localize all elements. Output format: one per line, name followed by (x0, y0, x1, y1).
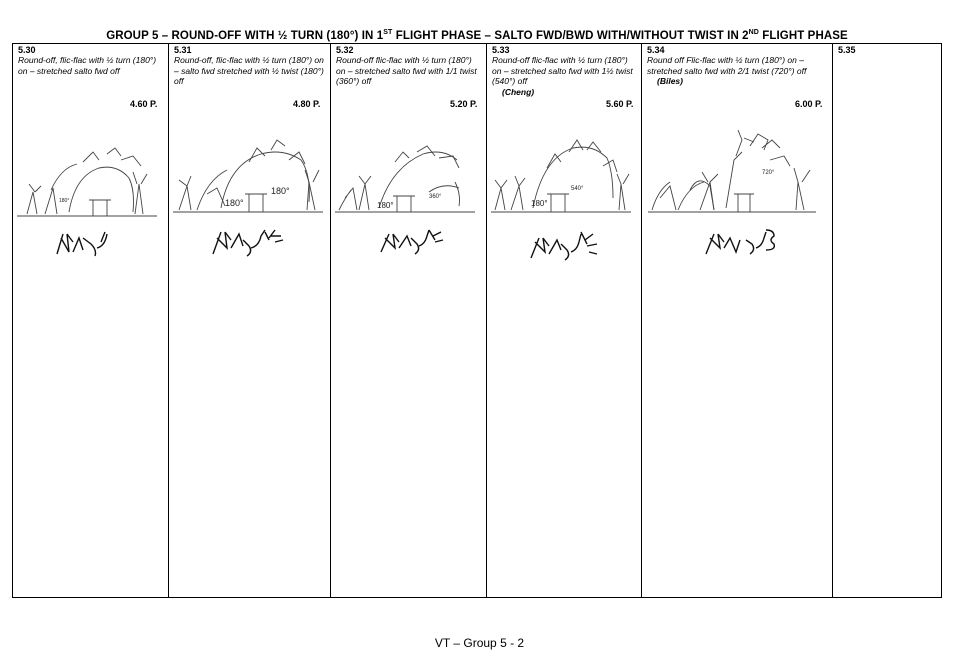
vault-drawing-icon: 180° 180° (173, 132, 328, 227)
drawing-label: 180° (225, 198, 244, 208)
element-column-5-34: 5.34 Round off Flic-flac with ½ turn (18… (642, 44, 833, 597)
element-column-5-35: 5.35 (833, 44, 941, 597)
element-description: Round-off flic-flac with ½ turn (180°) o… (336, 55, 477, 86)
title-part-2: FLIGHT PHASE – SALTO FWD/BWD WITH/WITHOU… (392, 29, 749, 42)
element-number: 5.32 (336, 45, 354, 55)
vault-drawing-icon: 180° 360° (335, 132, 485, 227)
vault-drawing-icon: 180° 540° (491, 132, 641, 227)
element-description: Round off Flic-flac with ½ turn (180°) o… (647, 55, 829, 87)
page-title: GROUP 5 – ROUND-OFF WITH ½ TURN (180°) I… (12, 29, 942, 42)
drawing-label: 180° (377, 201, 394, 210)
element-column-5-32: 5.32 Round-off flic-flac with ½ turn (18… (331, 44, 487, 597)
element-value: 6.00 P. (795, 99, 823, 109)
vault-symbol-icon (53, 224, 113, 263)
gymnast-name: (Cheng) (502, 86, 535, 97)
drawing-label: 180° (271, 186, 290, 196)
gymnast-name: (Biles) (657, 76, 683, 86)
element-column-5-33: 5.33 Round-off flic-flac with ½ turn (18… (487, 44, 642, 597)
drawing-label: 540° (571, 186, 584, 192)
element-value: 4.60 P. (130, 99, 158, 109)
vault-symbol-icon (527, 224, 607, 269)
title-part-1: GROUP 5 – ROUND-OFF WITH ½ TURN (180°) I… (106, 29, 384, 42)
vault-symbol-icon (209, 224, 289, 263)
element-number: 5.33 (492, 45, 510, 55)
vault-drawing-icon: 180° (17, 132, 162, 227)
vault-symbol-icon (377, 224, 447, 263)
element-description: Round-off, flic-flac with ½ turn (180°) … (174, 55, 324, 86)
element-description: Round-off flic-flac with ½ turn (180°) o… (492, 55, 638, 97)
element-column-5-30: 5.30 Round-off, flic-flac with ½ turn (1… (13, 44, 169, 597)
element-value: 5.60 P. (606, 99, 634, 109)
page-footer: VT – Group 5 - 2 (434, 636, 525, 650)
element-description-text: Round off Flic-flac with ½ turn (180°) o… (647, 55, 807, 76)
element-column-5-31: 5.31 Round-off, flic-flac with ½ turn (1… (169, 44, 331, 597)
element-number: 5.34 (647, 45, 665, 55)
element-number: 5.30 (18, 45, 36, 55)
element-number: 5.35 (838, 45, 856, 55)
element-description-text: Round-off flic-flac with ½ turn (180°) o… (492, 55, 633, 86)
drawing-label: 180° (531, 199, 548, 208)
drawing-label: 180° (59, 198, 69, 204)
vault-drawing-icon: 720° (646, 126, 821, 223)
element-value: 4.80 P. (293, 99, 321, 109)
drawing-label: 720° (762, 170, 775, 176)
element-number: 5.31 (174, 45, 192, 55)
elements-table: 5.30 Round-off, flic-flac with ½ turn (1… (12, 43, 942, 598)
title-sup-2: ND (748, 29, 759, 36)
vault-symbol-icon (702, 226, 782, 265)
drawing-label: 360° (429, 194, 442, 200)
title-sup-1: ST (383, 29, 393, 36)
element-value: 5.20 P. (450, 99, 478, 109)
title-part-3: FLIGHT PHASE (758, 29, 848, 42)
element-description: Round-off, flic-flac with ½ turn (180°) … (18, 55, 157, 76)
